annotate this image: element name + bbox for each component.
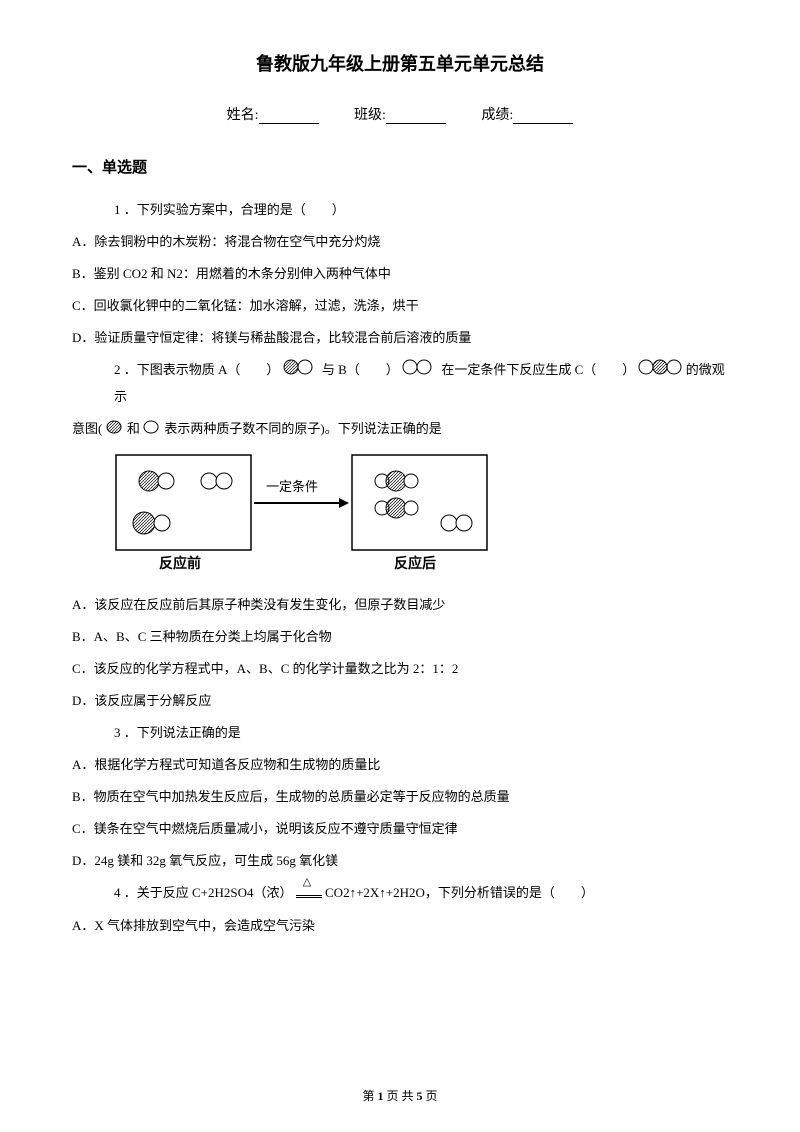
- q2-option-b: B．A、B、C 三种物质在分类上均属于化合物: [72, 624, 728, 650]
- q2-stem-l2c: 表示两种质子数不同的原子)。下列说法正确的是: [164, 421, 441, 436]
- q2-option-d: D．该反应属于分解反应: [72, 688, 728, 714]
- molecule-c-icon: [638, 358, 682, 384]
- page-title: 鲁教版九年级上册第五单元单元总结: [72, 50, 728, 76]
- page-footer: 第 1 页 共 5 页: [0, 1087, 800, 1104]
- q3-stem: 3 ．下列说法正确的是: [72, 720, 728, 746]
- q1-option-b: B．鉴别 CO2 和 N2：用燃着的木条分别伸入两种气体中: [72, 261, 728, 287]
- footer-a: 第: [362, 1089, 377, 1103]
- q4-stem-b: CO2↑+2X↑+2H2O，下列分析错误的是（ ）: [325, 885, 594, 900]
- q1-stem: 1 ．下列实验方案中，合理的是（ ）: [72, 197, 728, 223]
- q2-stem-l2b: 和: [127, 421, 140, 436]
- name-label: 姓名:: [227, 104, 259, 124]
- q1-option-a: A．除去铜粉中的木炭粉：将混合物在空气中充分灼烧: [72, 229, 728, 255]
- q2-stem-line2: 意图( 和 表示两种质子数不同的原子)。下列说法正确的是: [72, 416, 728, 443]
- q2-stem-l2a: 意图(: [72, 421, 102, 436]
- q2-stem-a: 2 ．下图表示物质 A（ ）: [114, 362, 279, 377]
- q3-option-a: A．根据化学方程式可知道各反应物和生成物的质量比: [72, 752, 728, 778]
- atom-light-icon: [143, 417, 161, 443]
- atom-dark-icon: [106, 417, 124, 443]
- q2-option-c: C．该反应的化学方程式中，A、B、C 的化学计量数之比为 2：1：2: [72, 656, 728, 682]
- q3-option-d: D．24g 镁和 32g 氧气反应，可生成 56g 氧化镁: [72, 848, 728, 874]
- info-row: 姓名: 班级: 成绩:: [72, 104, 728, 124]
- svg-text:反应后: 反应后: [394, 555, 436, 572]
- score-blank[interactable]: [513, 110, 573, 124]
- q2-stem-b: 与 B（ ）: [322, 362, 399, 377]
- q1-option-c: C．回收氯化钾中的二氧化锰：加水溶解，过滤，洗涤，烘干: [72, 293, 728, 319]
- score-label: 成绩:: [481, 104, 513, 124]
- q2-option-a: A．该反应在反应前后其原子种类没有发生变化，但原子数目减少: [72, 592, 728, 618]
- q3-option-b: B．物质在空气中加热发生反应后，生成物的总质量必定等于反应物的总质量: [72, 784, 728, 810]
- arrow-label: 一定条件: [266, 479, 318, 494]
- q4-option-a: A．X 气体排放到空气中，会造成空气污染: [72, 913, 728, 939]
- q1-option-d: D．验证质量守恒定律：将镁与稀盐酸混合，比较混合前后溶液的质量: [72, 325, 728, 351]
- q2-diagram: 一定条件 反应前 反应后: [114, 453, 728, 578]
- footer-c: 页: [423, 1089, 438, 1103]
- svg-text:反应前: 反应前: [159, 555, 201, 572]
- footer-b: 页 共: [383, 1089, 416, 1103]
- reaction-condition-icon: △: [296, 881, 322, 907]
- name-blank[interactable]: [259, 110, 319, 124]
- triangle-symbol: △: [303, 871, 311, 893]
- molecule-b-icon: [402, 358, 438, 384]
- molecule-a-icon: [283, 358, 319, 384]
- q4-stem-a: 4 ．关于反应 C+2H2SO4（浓）: [114, 885, 293, 900]
- class-blank[interactable]: [386, 110, 446, 124]
- q4-stem: 4 ．关于反应 C+2H2SO4（浓） △ CO2↑+2X↑+2H2O，下列分析…: [72, 880, 728, 907]
- q2-stem-line1: 2 ．下图表示物质 A（ ） 与 B（ ） 在一定条件下反应生成 C（ ） 的微…: [72, 357, 728, 410]
- section-heading: 一、单选题: [72, 156, 728, 177]
- q2-stem-c: 在一定条件下反应生成 C（ ）: [441, 362, 635, 377]
- q3-option-c: C．镁条在空气中燃烧后质量减小，说明该反应不遵守质量守恒定律: [72, 816, 728, 842]
- class-label: 班级:: [354, 104, 386, 124]
